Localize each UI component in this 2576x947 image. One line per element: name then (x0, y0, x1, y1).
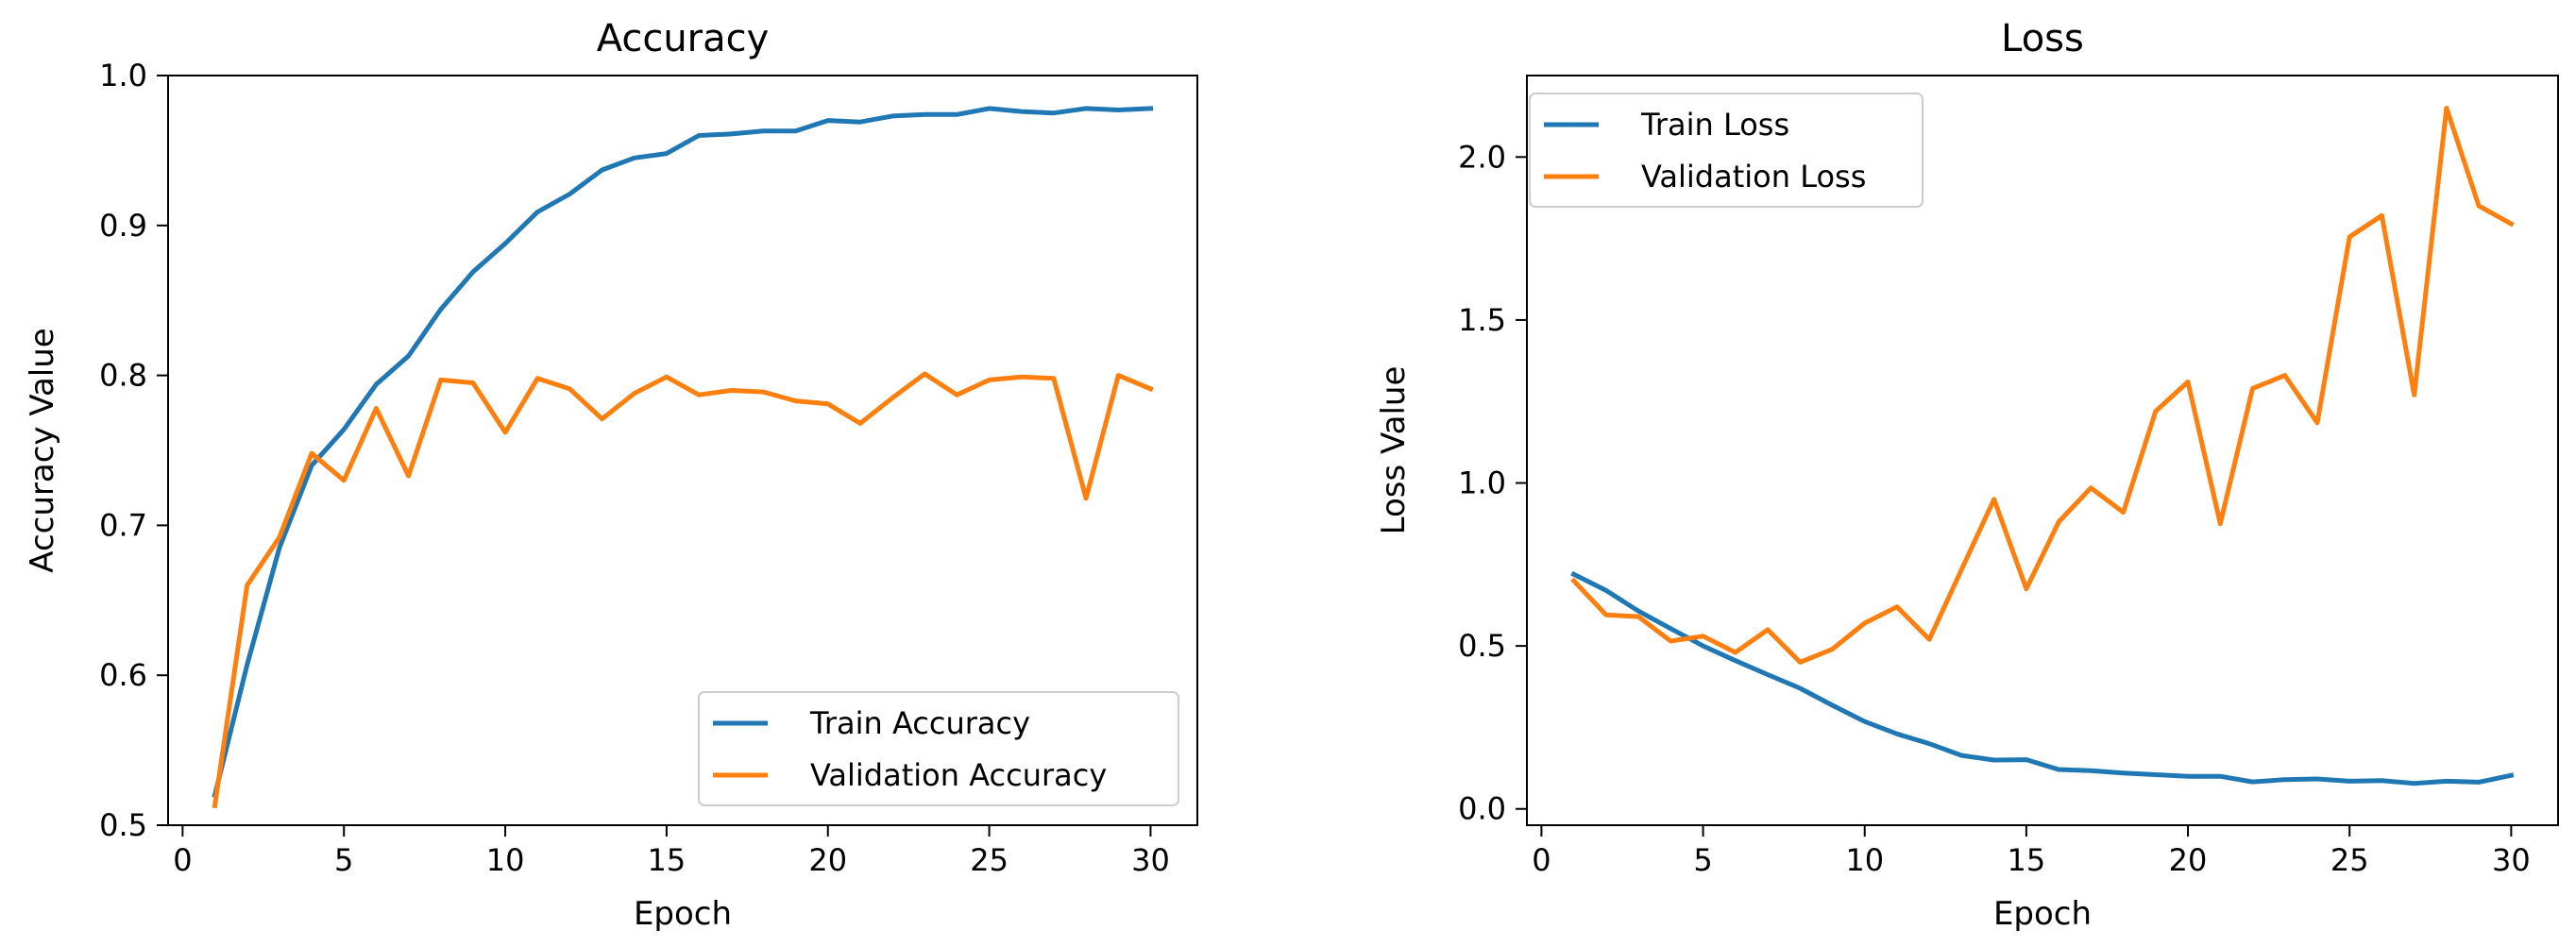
accuracy-xlabel: Epoch (634, 895, 732, 933)
accuracy-ylabel: Accuracy Value (24, 328, 61, 572)
loss-title: Loss (2001, 17, 2084, 60)
loss-ytick-label: 0.0 (1458, 791, 1506, 827)
accuracy-xtick-label: 0 (173, 842, 192, 878)
accuracy-ytick-label: 0.5 (99, 807, 147, 843)
loss-axes-frame (1526, 75, 2559, 826)
accuracy-xtick-label: 30 (1131, 842, 1170, 878)
accuracy-legend: Train Accuracy Validation Accuracy (698, 691, 1179, 806)
accuracy-ytick-label: 0.7 (99, 507, 147, 543)
loss-ytick-label: 2.0 (1458, 139, 1506, 175)
loss-ytick-label: 0.5 (1458, 628, 1506, 664)
loss-xtick-label: 25 (2330, 842, 2369, 878)
loss-xtick-label: 15 (2008, 842, 2046, 878)
loss-ytick-label: 1.5 (1458, 302, 1506, 338)
accuracy-legend-label-validation-accuracy: Validation Accuracy (810, 757, 1107, 793)
accuracy-ytick-label: 1.0 (99, 58, 147, 93)
accuracy-title: Accuracy (597, 17, 770, 60)
loss-xtick-label: 0 (1532, 842, 1551, 878)
loss-xlabel: Epoch (1993, 895, 2092, 933)
accuracy-ytick-label: 0.8 (99, 358, 147, 394)
accuracy-series-validation-accuracy (212, 371, 1154, 809)
accuracy-ytick-label: 0.9 (99, 208, 147, 244)
accuracy-xtick-label: 20 (808, 842, 847, 878)
accuracy-ytick-label: 0.6 (99, 657, 147, 693)
accuracy-axes-frame (167, 75, 1198, 826)
loss-xtick-label: 30 (2492, 842, 2531, 878)
accuracy-chart: Accuracy 0 5 10 15 20 25 30 0.5 0.6 0.7 0.8 0.9 1.0 Ep… (24, 17, 1198, 933)
loss-legend-label-validation-loss: Validation Loss (1641, 159, 1866, 194)
accuracy-xtick-label: 10 (486, 842, 525, 878)
accuracy-series-train-accuracy (212, 106, 1154, 799)
loss-ylabel: Loss Value (1375, 366, 1413, 535)
loss-chart: Loss 0 5 10 15 20 25 30 0.0 0.5 1.0 1.5 2.0 Epoch Loss… (1375, 17, 2559, 933)
loss-legend-label-train-loss: Train Loss (1640, 107, 1789, 143)
loss-series-train-loss (1570, 570, 2515, 786)
loss-xtick-label: 5 (1693, 842, 1712, 878)
loss-legend-box (1529, 93, 1924, 208)
accuracy-xtick-label: 15 (648, 842, 686, 878)
accuracy-legend-box (698, 691, 1179, 806)
loss-xtick-label: 20 (2169, 842, 2208, 878)
loss-ytick-label: 1.0 (1458, 465, 1506, 501)
loss-legend: Train Loss Validation Loss (1529, 93, 1924, 208)
accuracy-xtick-label: 25 (970, 842, 1008, 878)
loss-series-validation-loss (1570, 106, 2515, 665)
loss-xtick-label: 10 (1845, 842, 1884, 878)
accuracy-xtick-label: 5 (334, 842, 353, 878)
accuracy-legend-label-train-accuracy: Train Accuracy (809, 705, 1030, 741)
